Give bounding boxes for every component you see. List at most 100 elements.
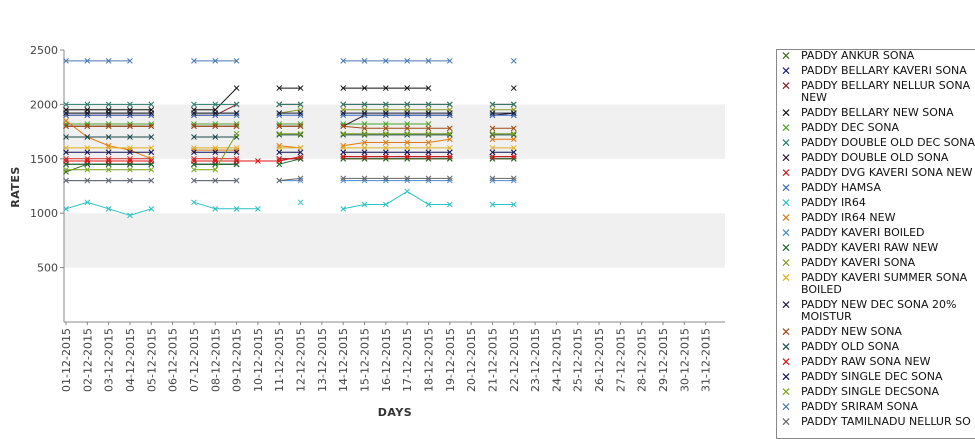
data-point [340,123,347,130]
data-point [191,110,197,116]
x-tick-label: 22-12-2015 [508,328,521,392]
data-point [255,158,261,164]
data-point [148,134,155,140]
data-point [382,58,389,64]
legend-marker-icon: ✕ [781,370,792,384]
y-axis-title: RATES [9,166,22,208]
data-point [148,155,155,162]
data-point [489,125,496,132]
series-paddy-bellary-new-sona [63,85,517,113]
data-point [361,130,368,137]
data-point [127,147,133,153]
data-point [105,155,112,162]
data-point [212,101,219,108]
data-point [404,85,411,91]
x-tick-label: 10-12-2015 [252,328,265,392]
data-point [340,132,347,138]
data-point [233,158,240,164]
data-point [105,149,112,156]
legend-item: ✕ PADDY DVG KAVERI SONA NEW [777,167,975,180]
legend-label: PADDY SINGLE DECSONA [801,385,940,398]
data-point [382,201,389,208]
data-point [510,145,517,151]
legend-marker-icon: ✕ [781,196,792,210]
data-point [489,153,496,160]
data-point [425,175,432,182]
data-point [446,145,453,151]
x-tick-label: 31-12-2015 [700,328,713,392]
legend-marker-icon: ✕ [781,211,792,225]
data-point [489,155,496,162]
data-point [297,112,304,119]
data-point [191,112,197,119]
legend-label: PADDY IR64 NEW [801,211,896,224]
legend-marker-icon: ✕ [781,136,792,150]
data-point [127,112,133,119]
data-point [212,123,219,130]
data-point [233,112,240,119]
data-point [105,123,112,130]
data-point [297,121,304,127]
data-point [63,177,69,184]
legend-label: PADDY KAVERI SONA [801,256,916,269]
data-point [340,58,347,64]
data-point [361,201,368,208]
data-point [297,199,304,206]
data-point [276,158,283,164]
data-point [233,110,240,116]
data-point [127,110,133,116]
x-tick-label: 13-12-2015 [316,328,329,392]
data-point [510,155,517,162]
series-paddy-hamsa [63,112,517,119]
data-point [148,149,155,156]
legend-label: PADDY IR64 [801,196,866,209]
data-point [297,149,304,156]
data-point [63,145,69,151]
data-point [127,177,133,184]
legend-marker-icon: ✕ [781,181,792,195]
data-point [148,158,155,164]
data-point [297,85,304,91]
data-point [233,155,240,162]
data-point [361,101,368,108]
data-point [276,130,283,137]
legend-item: ✕ PADDY RAW SONA NEW [777,356,975,369]
data-point [105,177,112,184]
grid-band [64,158,725,214]
data-point [404,139,411,146]
data-point [233,58,240,64]
data-point [63,134,69,140]
legend-label: PADDY DOUBLE OLD DEC SONA [801,136,975,149]
data-point [212,166,219,173]
data-point [212,121,219,127]
data-point [340,112,347,119]
data-point [191,121,197,127]
legend-item: ✕ PADDY KAVERI RAW NEW [777,242,975,255]
data-point [297,101,304,108]
series-group [63,58,517,219]
data-point [84,123,91,130]
data-point [510,58,517,64]
legend-marker-icon: ✕ [781,106,792,120]
x-tick-label: 24-12-2015 [550,328,563,392]
data-point [127,166,133,173]
data-point [84,177,91,184]
data-point [105,205,112,212]
legend-label: PADDY SINGLE DEC SONA [801,370,943,383]
data-point [105,145,112,151]
legend-label: PADDY TAMILNADU NELLUR SO [801,415,971,428]
data-point [233,177,240,184]
data-point [404,101,411,108]
x-tick-label: 21-12-2015 [486,328,499,392]
data-point [105,166,112,173]
data-point [148,123,155,130]
legend-label: PADDY SRIRAM SONA [801,400,918,413]
legend-item: ✕ PADDY DEC SONA [777,122,975,135]
data-point [105,58,112,64]
data-point [212,158,219,164]
x-tick-label: 26-12-2015 [593,328,606,392]
data-point [425,121,432,127]
data-point [84,112,91,119]
x-tick-label: 20-12-2015 [465,328,478,392]
legend-item: ✕ PADDY KAVERI SONA [777,256,975,270]
